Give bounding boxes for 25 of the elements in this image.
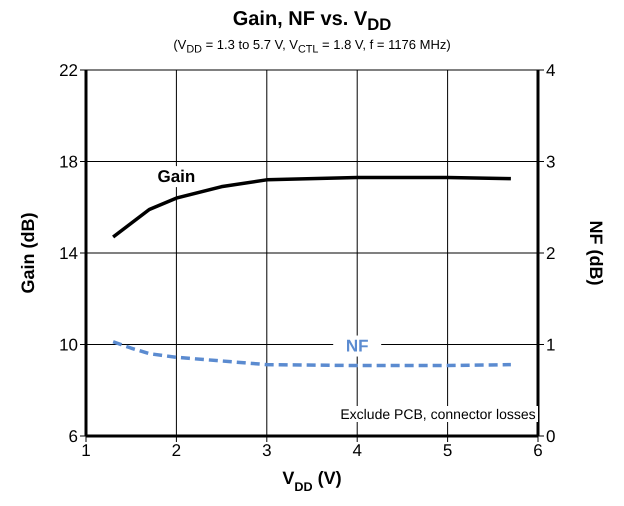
y2-tick-label: 1 [546,335,556,354]
x-tick-label: 6 [533,440,543,460]
series-label: NF [346,336,369,356]
y2-tick-label: 0 [546,426,556,446]
y-tick-label: 10 [59,335,78,354]
chart-title: Gain, NF vs. V$_{DD}$ [232,8,392,35]
annotation: Exclude PCB, connector losses [338,406,538,422]
line-series [111,340,513,367]
y2-tick-label: 4 [546,60,556,80]
y-axis-title: Gain (dB) [18,212,38,294]
series-label: Gain [158,166,196,186]
y2-tick-label: 2 [546,244,556,263]
y-tick-label: 22 [59,60,78,80]
x-tick-label: 4 [352,440,362,460]
y2-tick-label: 3 [546,152,556,172]
x-tick-label: 1 [81,440,91,460]
chart-subtitle: (V$_{DD}$ = 1.3 to 5.7 V, V$_{CTL}$ = 1.8 V, f = 1176 MHz) [172,37,452,56]
y-tick-label: 6 [68,426,78,446]
y2-axis-title: NF (dB) [586,220,606,286]
x-tick-label: 2 [172,440,182,460]
x-axis-title: V$_{DD}$ (V) [282,468,342,494]
x-tick-label: 3 [262,440,272,460]
y-tick-label: 14 [59,244,78,263]
x-tick-label: 5 [442,440,452,460]
y-tick-label: 18 [59,152,78,172]
